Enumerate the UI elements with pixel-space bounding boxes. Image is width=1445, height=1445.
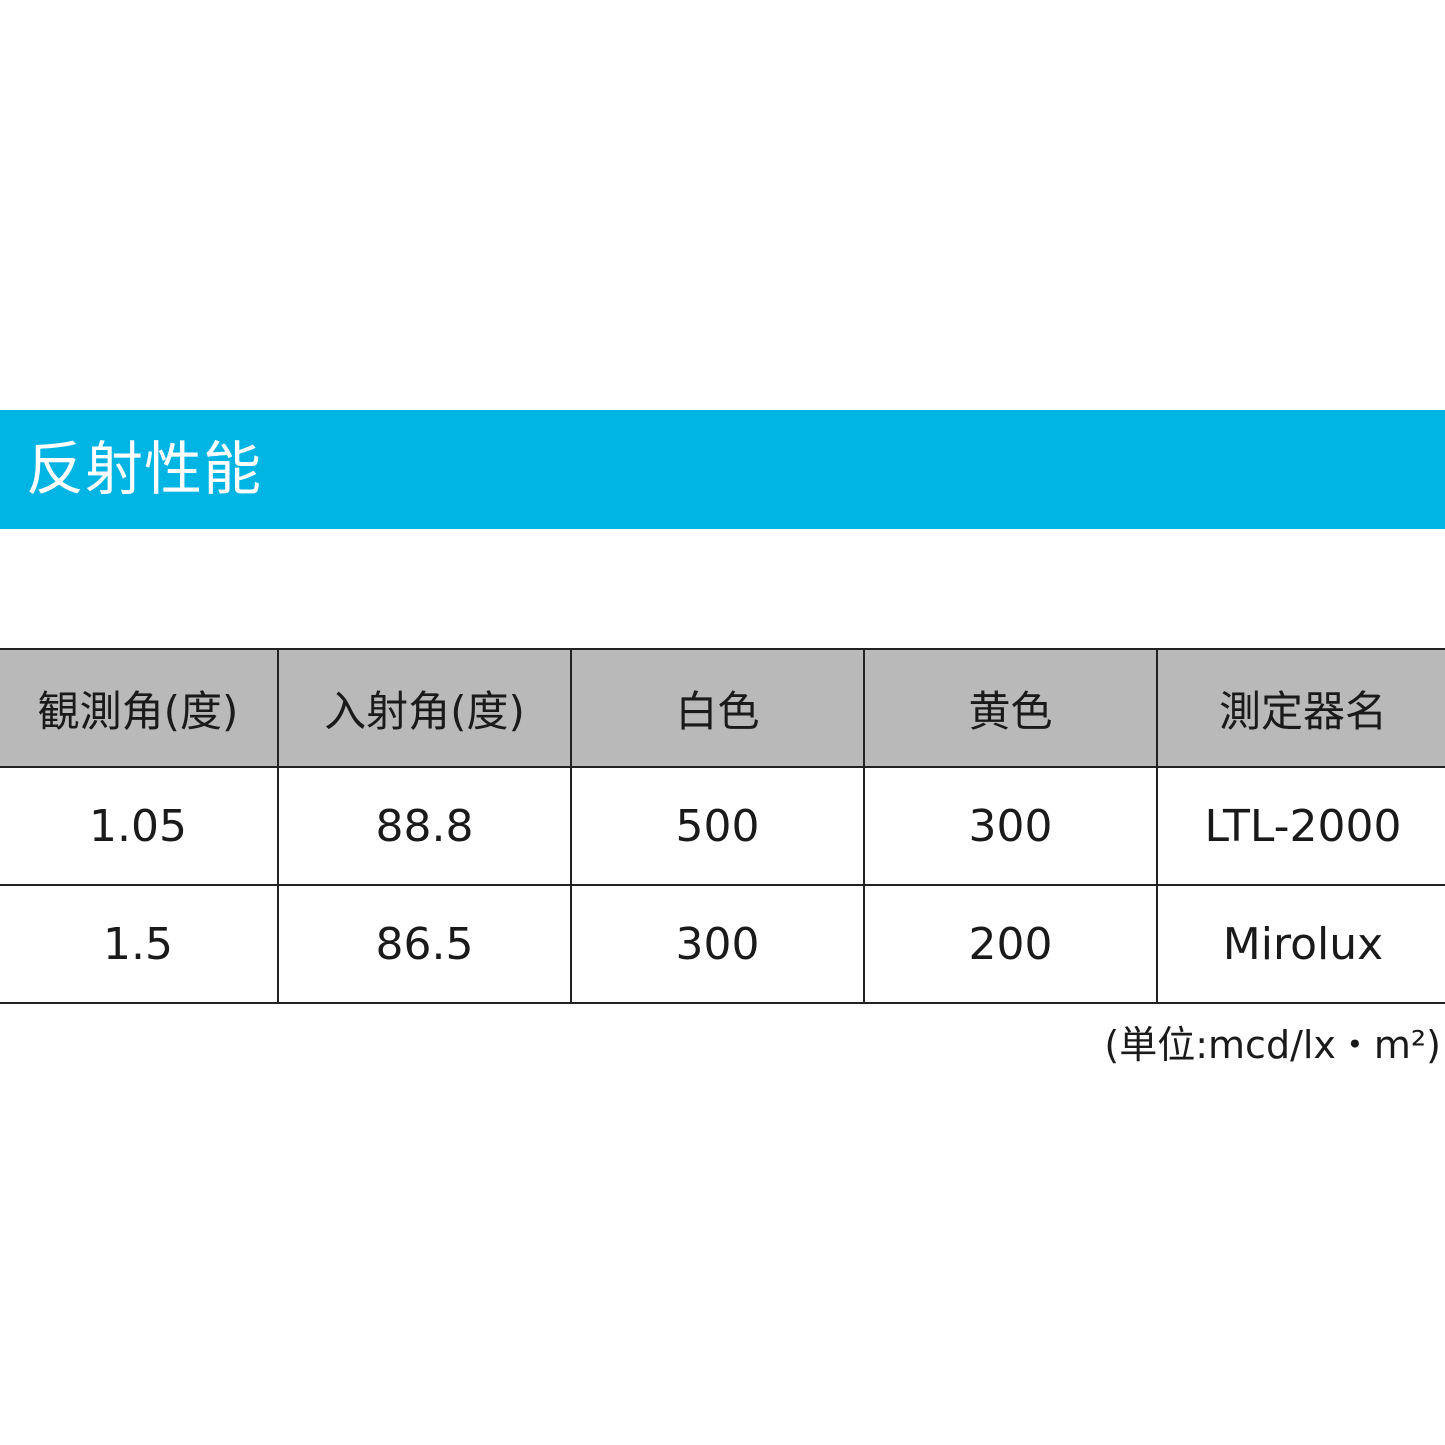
header-incidence-angle: 入射角(度) [277,648,572,768]
cell: 86.5 [277,884,572,1004]
table-header-row: 観測角(度) 入射角(度) 白色 黄色 測定器名 [0,648,1445,768]
cell: 1.05 [0,766,279,886]
unit-note: (単位:mcd/lx・m²) [1104,1023,1441,1067]
cell: 300 [863,766,1158,886]
table-row: 1.05 88.8 500 300 LTL-2000 [0,766,1445,886]
header-yellow: 黄色 [863,648,1158,768]
reflection-performance-table: 観測角(度) 入射角(度) 白色 黄色 測定器名 1.05 88.8 500 3… [0,648,1445,1004]
section-title: 反射性能 [26,435,263,503]
section-banner: 反射性能 [0,410,1445,529]
header-observation-angle: 観測角(度) [0,648,279,768]
cell: 500 [570,766,865,886]
cell: LTL-2000 [1156,766,1445,886]
cell: 300 [570,884,865,1004]
header-white: 白色 [570,648,865,768]
table-row: 1.5 86.5 300 200 Mirolux [0,884,1445,1004]
cell: 88.8 [277,766,572,886]
cell: 1.5 [0,884,279,1004]
header-instrument: 測定器名 [1156,648,1445,768]
cell: 200 [863,884,1158,1004]
cell: Mirolux [1156,884,1445,1004]
